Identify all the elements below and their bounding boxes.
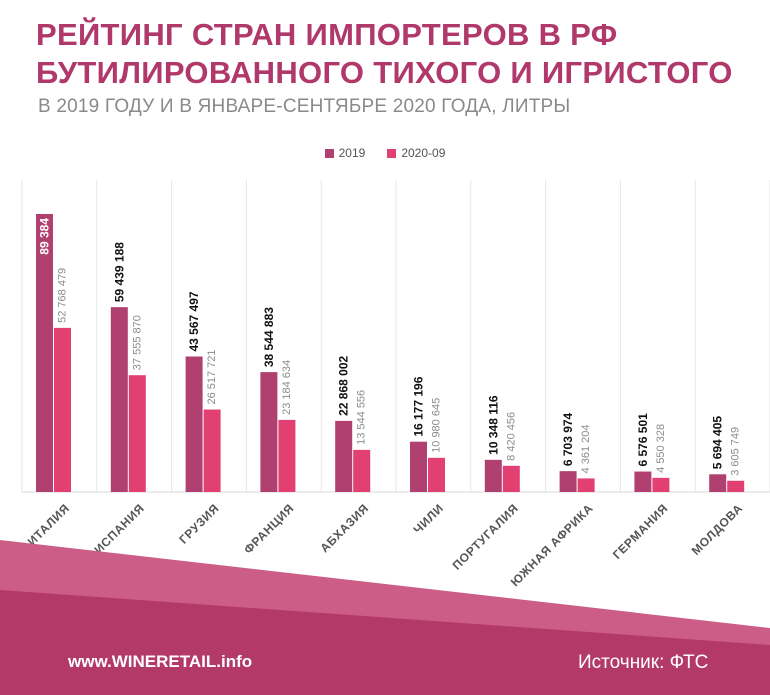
footer-band-dark — [0, 590, 770, 695]
data-labels-group: 89 384 52 768 479 59 439 188 37 555 870 43 5… — [38, 218, 742, 476]
bars-group — [36, 214, 745, 492]
bar-2019-абхазия — [335, 420, 353, 492]
data-label-2019-испания: 59 439 188 — [112, 242, 126, 302]
data-label-2019-чили: 16 177 196 — [412, 376, 426, 436]
footer-site-link[interactable]: www.WINERETAIL.info — [68, 652, 253, 671]
legend-item-2020: 2020-09 — [387, 146, 445, 160]
legend-label-2019: 2019 — [338, 146, 366, 160]
data-label-2020-португалия: 8 420 456 — [505, 412, 517, 461]
title-line-2: БУТИЛИРОВАННОГО ТИХОГО И ИГРИСТОГО — [36, 55, 733, 90]
bar-2020-чили — [428, 457, 445, 492]
legend-swatch-2020 — [387, 148, 397, 158]
bar-2020-южная-африка — [577, 478, 595, 492]
title-line-1: РЕЙТИНГ СТРАН ИМПОРТЕРОВ В РФ — [36, 17, 618, 52]
chart-title: РЕЙТИНГ СТРАН ИМПОРТЕРОВ В РФ БУТИЛИРОВА… — [36, 16, 733, 92]
footer-source: Источник: ФТС — [578, 652, 709, 673]
bar-2019-молдова — [709, 474, 727, 492]
bar-2020-молдова — [727, 480, 745, 492]
data-label-2019-грузия: 43 567 497 — [187, 291, 201, 351]
legend-item-2019: 2019 — [324, 146, 366, 160]
legend-swatch-2019 — [324, 148, 334, 158]
bar-2020-абхазия — [353, 449, 371, 492]
data-label-2019-абхазия: 22 868 002 — [337, 355, 351, 415]
data-label-2019-италия: 89 384 — [38, 218, 52, 255]
data-label-2020-чили: 10 980 645 — [431, 398, 443, 453]
bar-2019-франция — [260, 372, 278, 492]
chart-subtitle: В 2019 ГОДУ И В ЯНВАРЕ-СЕНТЯБРЕ 2020 ГОД… — [38, 96, 571, 117]
bar-2020-португалия — [502, 465, 520, 492]
data-label-2019-германия: 6 576 501 — [636, 413, 650, 467]
data-label-2019-молдова: 5 694 405 — [711, 416, 725, 470]
data-label-2020-франция: 23 184 634 — [281, 360, 293, 415]
bar-2020-италия — [54, 327, 71, 492]
bar-2020-франция — [278, 419, 296, 492]
legend: 2019 2020-09 — [0, 146, 770, 160]
data-label-2020-грузия: 26 517 721 — [206, 349, 218, 404]
bar-2019-германия — [634, 471, 652, 492]
bar-2019-италия — [36, 214, 53, 492]
category-dividers — [21, 180, 770, 492]
bar-2019-португалия — [484, 459, 502, 492]
data-label-2020-италия: 52 768 479 — [57, 268, 69, 323]
bar-2020-грузия — [203, 409, 221, 492]
data-label-2019-франция: 38 544 883 — [262, 307, 276, 367]
data-label-2019-португалия: 10 348 116 — [486, 395, 500, 455]
data-label-2020-южная-африка: 4 361 204 — [580, 424, 592, 473]
data-label-2019-южная-африка: 6 703 974 — [561, 412, 575, 466]
data-label-2020-испания: 37 555 870 — [131, 315, 143, 370]
legend-label-2020: 2020-09 — [401, 146, 446, 160]
data-label-2020-молдова: 3 605 749 — [730, 427, 742, 476]
data-label-2020-абхазия: 13 544 556 — [356, 390, 368, 445]
bar-2020-германия — [652, 477, 670, 492]
bar-2020-испания — [128, 375, 146, 492]
bar-2019-южная-африка — [559, 471, 577, 492]
bar-2019-испания — [110, 307, 128, 492]
bar-2019-чили — [410, 441, 427, 492]
bar-2019-грузия — [185, 356, 203, 492]
data-label-2020-германия: 4 550 328 — [655, 424, 667, 473]
